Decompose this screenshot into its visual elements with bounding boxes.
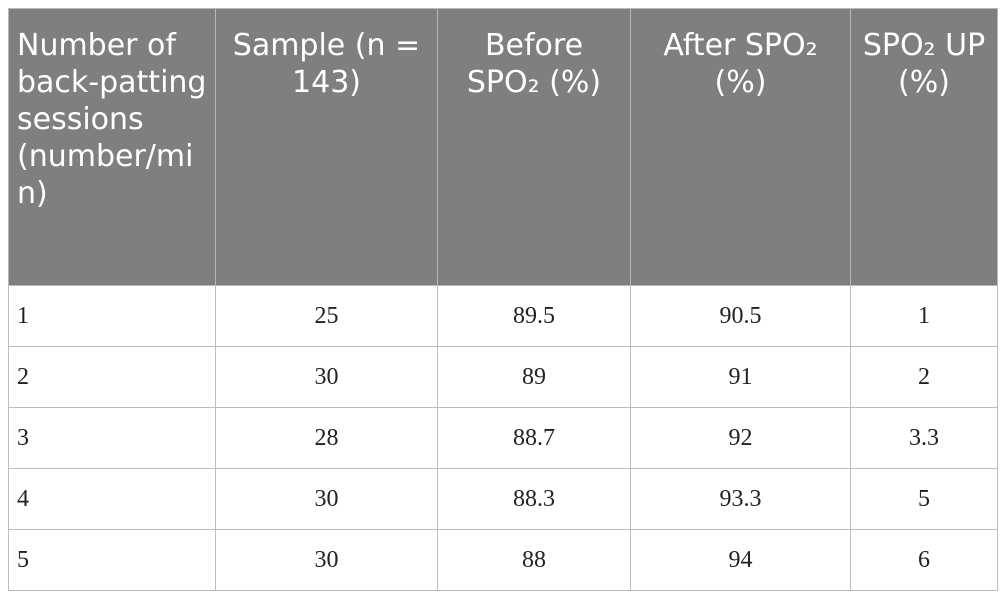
table-cell: 5	[850, 468, 998, 530]
header-cell: SPO₂ UP (%)	[850, 8, 998, 286]
data-table: Number of back-patting sessions (number/…	[8, 8, 998, 591]
table-cell: 25	[215, 285, 438, 347]
table-cell: 93.3	[630, 468, 851, 530]
table-cell: 30	[215, 468, 438, 530]
table-cell: 30	[215, 529, 438, 591]
table-cell: 30	[215, 346, 438, 408]
table-cell: 88.7	[437, 407, 631, 469]
table-cell: 89.5	[437, 285, 631, 347]
table-cell: 3.3	[850, 407, 998, 469]
header-cell: Sample (n = 143)	[215, 8, 438, 286]
table-cell: 91	[630, 346, 851, 408]
table-cell: 6	[850, 529, 998, 591]
table-cell: 88	[437, 529, 631, 591]
table-row: 1 25 89.5 90.5 1	[8, 285, 998, 347]
table-cell: 28	[215, 407, 438, 469]
table-body: 1 25 89.5 90.5 1 2 30 89 91 2 3 28 88.7 92 3.3 4 30 88.3 9…	[8, 285, 998, 591]
header-cell: Number of back-patting sessions (number/…	[8, 8, 216, 286]
table-cell: 2	[8, 346, 216, 408]
table-row: 2 30 89 91 2	[8, 346, 998, 408]
table-cell: 94	[630, 529, 851, 591]
header-cell: Before SPO₂ (%)	[437, 8, 631, 286]
table-cell: 1	[8, 285, 216, 347]
table-row: 3 28 88.7 92 3.3	[8, 407, 998, 469]
table-cell: 3	[8, 407, 216, 469]
table-cell: 88.3	[437, 468, 631, 530]
table-cell: 2	[850, 346, 998, 408]
table-cell: 4	[8, 468, 216, 530]
table-row: 4 30 88.3 93.3 5	[8, 468, 998, 530]
table-cell: 1	[850, 285, 998, 347]
header-cell: After SPO₂ (%)	[630, 8, 851, 286]
table-cell: 90.5	[630, 285, 851, 347]
table-cell: 92	[630, 407, 851, 469]
table-cell: 89	[437, 346, 631, 408]
table-header: Number of back-patting sessions (number/…	[8, 8, 998, 286]
header-row: Number of back-patting sessions (number/…	[8, 8, 998, 286]
table-cell: 5	[8, 529, 216, 591]
table-row: 5 30 88 94 6	[8, 529, 998, 591]
